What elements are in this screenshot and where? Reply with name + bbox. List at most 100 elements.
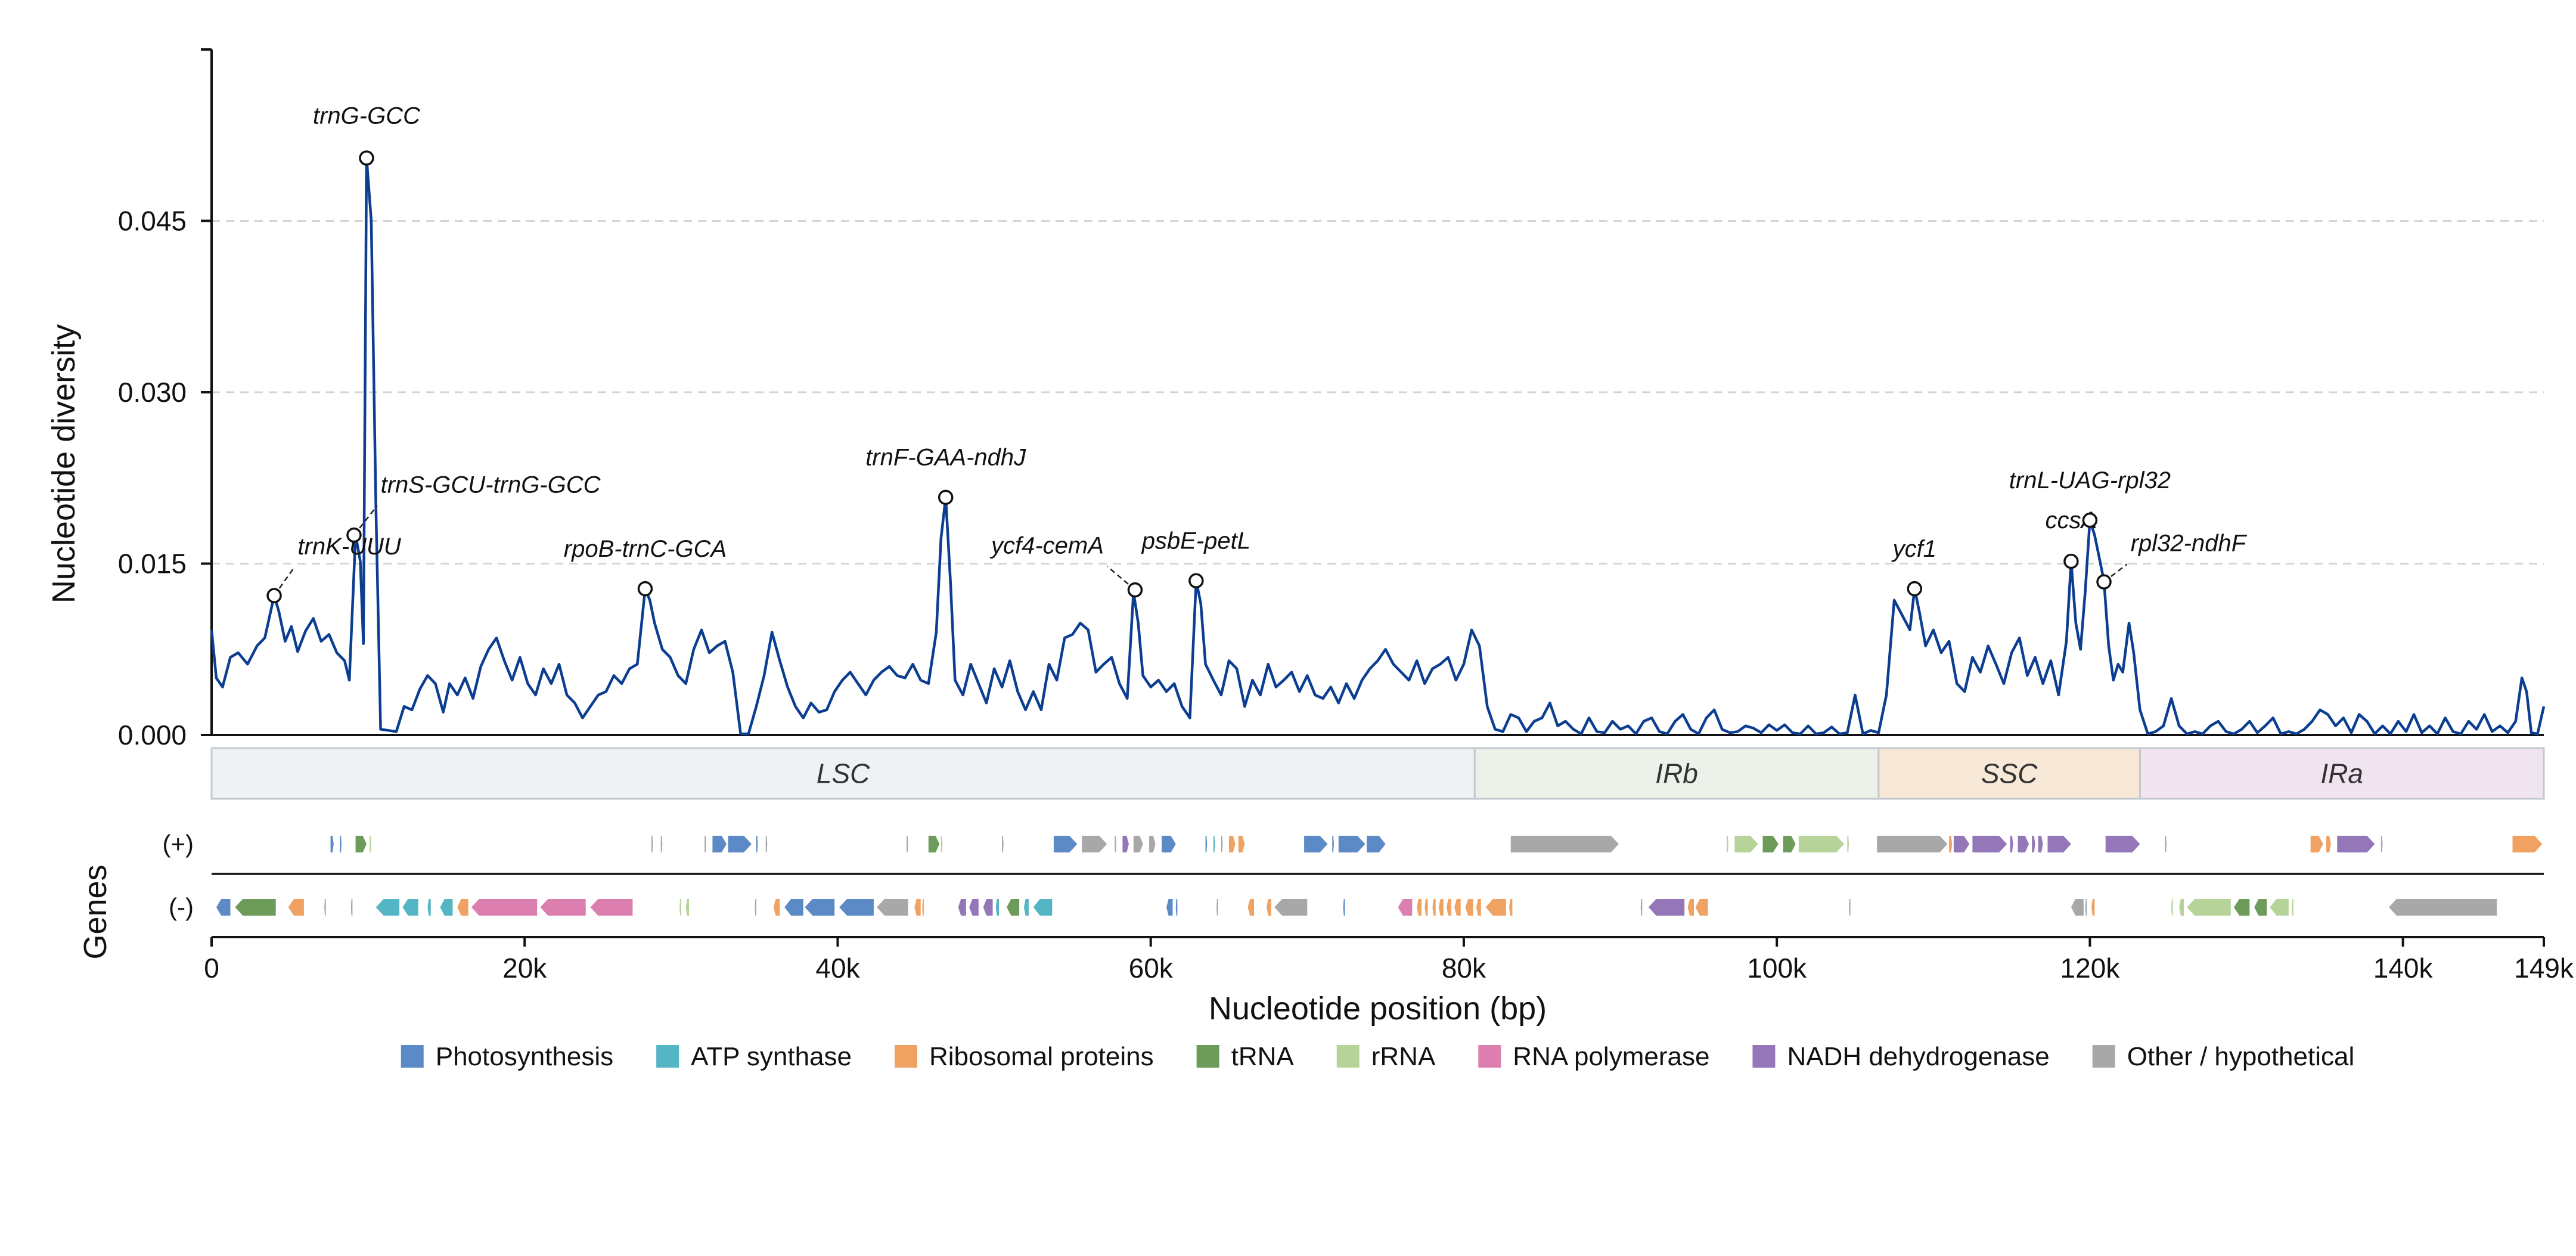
peak-leader-line [353, 505, 378, 536]
legend-label: RNA polymerase [1513, 1042, 1709, 1071]
gene-plus-ndh [2032, 836, 2035, 852]
peak-label: trnF-GAA-ndhJ [865, 445, 1026, 471]
gene-minus-atp [1033, 899, 1053, 916]
gene-plus-other [1149, 836, 1156, 852]
region-label: SSC [1981, 758, 2038, 789]
gene-plus-other [765, 836, 768, 852]
genes-axis-title: Genes [77, 864, 113, 959]
x-tick-label: 60k [1129, 953, 1174, 984]
gene-minus-rrna [685, 899, 689, 916]
peak-marker [346, 527, 362, 543]
gene-minus-ribo [914, 899, 921, 916]
x-tick-label: 80k [1442, 953, 1486, 984]
gene-minus-ribo [1424, 899, 1428, 916]
gene-minus-ndh [969, 899, 979, 916]
gene-plus-other [704, 836, 706, 852]
gene-minus-atp [1024, 899, 1029, 916]
x-tick-label: 100k [1747, 953, 1807, 984]
gene-minus-ribo [288, 899, 304, 916]
peak-marker [1188, 573, 1204, 588]
gene-minus-other [2071, 899, 2084, 916]
gene-minus-ribo [1247, 899, 1254, 916]
y-tick-label: 0.000 [118, 720, 187, 751]
gene-minus-photo [216, 899, 231, 916]
legend-label: ATP synthase [691, 1042, 852, 1071]
gene-plus-photo [330, 836, 334, 852]
y-axis-title: Nucleotide diversity [46, 324, 82, 603]
gene-minus-rrna [2187, 899, 2231, 916]
gene-minus-atp [440, 899, 453, 916]
gene-plus-rrna [941, 836, 943, 852]
gene-minus-rrna [679, 899, 681, 916]
gene-minus-photo [1343, 899, 1345, 916]
gene-minus-ribo [1509, 899, 1513, 916]
gene-plus-photo [728, 836, 752, 852]
gene-plus-rrna [1727, 836, 1728, 852]
gene-plus-rrna [1798, 836, 1845, 852]
gene-plus-other [1221, 836, 1223, 852]
gene-minus-ribo [1432, 899, 1436, 916]
gene-minus-atp [402, 899, 418, 916]
gene-minus-photo [805, 899, 835, 916]
gene-minus-photo [784, 899, 803, 916]
gene-minus-ndh [958, 899, 966, 916]
gene-plus-other [660, 836, 663, 852]
gene-plus-trna [1783, 836, 1796, 852]
peak-marker [938, 489, 954, 505]
peak-leader-line [274, 567, 295, 596]
gene-minus-other [1216, 899, 1218, 916]
peak-label: psbE-petL [1141, 528, 1250, 554]
gene-minus-photo [1175, 899, 1178, 916]
gene-plus-other [651, 836, 653, 852]
gene-plus-trna [928, 836, 940, 852]
gene-plus-ribo [2512, 836, 2543, 852]
gene-minus-trna [2234, 899, 2250, 916]
strand-label-plus: (+) [163, 830, 194, 858]
gene-plus-photo [756, 836, 758, 852]
legend-swatch-trna [1196, 1045, 1219, 1068]
gene-minus-ribo [1476, 899, 1481, 916]
gene-minus-rnap [1398, 899, 1413, 916]
gene-minus-trna [2254, 899, 2267, 916]
legend-swatch-ribo [894, 1045, 917, 1068]
peak-label: ycf4-cemA [989, 532, 1104, 559]
peak-marker [2096, 574, 2112, 590]
legend-label: Ribosomal proteins [929, 1042, 1154, 1071]
peak-label: trnG-GCC [313, 103, 421, 129]
gene-minus-photo [839, 899, 874, 916]
x-tick-label: 140k [2373, 953, 2434, 984]
gene-minus-ndh [983, 899, 993, 916]
peak-marker [359, 150, 374, 166]
gene-minus-other [350, 899, 353, 916]
x-tick-label: 0 [204, 953, 219, 984]
peak-label: rpl32-ndhF [2131, 530, 2248, 556]
gene-plus-atp [1213, 836, 1215, 852]
legend-label: Other / hypothetical [2127, 1042, 2355, 1071]
legend-swatch-photo [401, 1045, 424, 1068]
gene-minus-ribo [1695, 899, 1708, 916]
gene-minus-ribo [1447, 899, 1451, 916]
gene-minus-ribo [922, 899, 924, 916]
peak-marker [637, 581, 653, 597]
gene-minus-rnap [471, 899, 538, 916]
gene-plus-other [1510, 836, 1619, 852]
gene-minus-ribo [1438, 899, 1444, 916]
legend-swatch-other [2092, 1045, 2115, 1068]
peak-label: trnL-UAG-rpl32 [2009, 467, 2171, 494]
gene-plus-other [1133, 836, 1143, 852]
gene-plus-ribo [1238, 836, 1245, 852]
gene-plus-ndh [2337, 836, 2375, 852]
region-ssc [1877, 747, 2141, 800]
gene-minus-rnap [590, 899, 633, 916]
peak-label: trnS-GCU-trnG-GCC [381, 472, 601, 498]
gene-minus-ribo [1417, 899, 1422, 916]
region-label: IRa [2320, 758, 2363, 789]
legend-label: Photosynthesis [436, 1042, 613, 1071]
peak-marker [266, 588, 282, 603]
legend-swatch-rrna [1336, 1045, 1360, 1068]
gene-plus-other [1877, 836, 1948, 852]
legend-swatch-atp [656, 1045, 679, 1068]
gene-plus-rrna [1847, 836, 1849, 852]
